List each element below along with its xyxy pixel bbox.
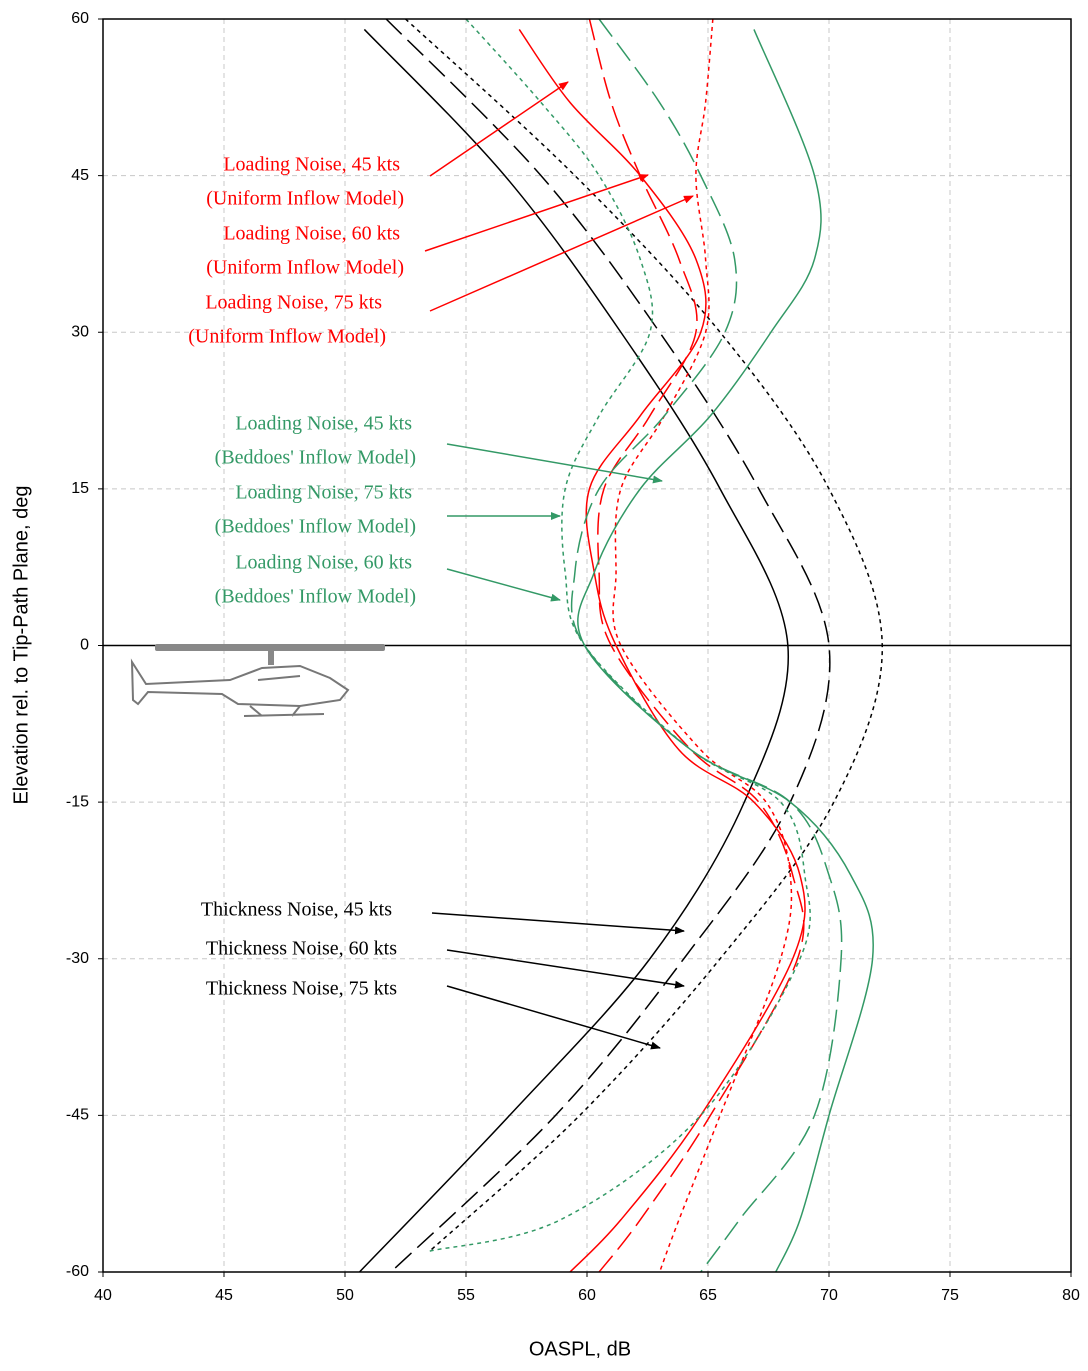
y-tick-label: 15: [71, 480, 89, 497]
y-tick-label: -45: [66, 1107, 89, 1124]
series-group: [358, 19, 883, 1272]
annotation-text: Thickness Noise, 60 kts: [206, 938, 397, 960]
series-line: [570, 19, 843, 1272]
annotation-arrow: [424, 174, 649, 252]
annotations: Thickness Noise, 45 kts Thickness Noise, …: [188, 81, 694, 1050]
series-line: [404, 19, 883, 1252]
annotation-text: Loading Noise, 45 kts: [235, 413, 412, 435]
series-line: [612, 19, 793, 1272]
helicopter-icon: [130, 644, 385, 717]
x-tick-label: 55: [457, 1287, 475, 1304]
x-tick-label: 75: [941, 1287, 959, 1304]
x-tick-label: 70: [820, 1287, 838, 1304]
annotation-text: Loading Noise, 60 kts: [235, 552, 412, 574]
series-line: [429, 19, 811, 1252]
annotation-text: Loading Noise, 60 kts: [223, 223, 400, 245]
series-line: [588, 19, 805, 1272]
x-tick-label: 60: [578, 1287, 596, 1304]
annotation-arrow: [431, 912, 685, 935]
x-tick-label: 65: [699, 1287, 717, 1304]
annotation-text: Thickness Noise, 75 kts: [206, 978, 397, 1000]
plot-border: [102, 18, 1072, 1273]
y-tick-label: -30: [66, 950, 89, 967]
y-tick-label: -60: [66, 1263, 89, 1280]
y-axis-label: Elevation rel. to Tip-Path Plane, deg: [10, 485, 32, 804]
annotation-text: Loading Noise, 45 kts: [223, 154, 400, 176]
x-tick-label: 40: [94, 1287, 112, 1304]
x-tick-label: 45: [215, 1287, 233, 1304]
annotation-text: (Uniform Inflow Model): [206, 188, 404, 210]
annotation-arrow: [429, 195, 694, 312]
x-tick-label: 50: [336, 1287, 354, 1304]
annotation-text: Loading Noise, 75 kts: [205, 292, 382, 314]
annotation-arrow: [446, 985, 661, 1050]
annotation-arrow: [446, 949, 685, 989]
y-tick-label: 45: [71, 167, 89, 184]
y-tick-label: 30: [71, 323, 89, 340]
x-axis-label: OASPL, dB: [529, 1338, 631, 1360]
annotation-arrow: [446, 443, 663, 484]
x-tick-label: 80: [1062, 1287, 1080, 1304]
y-tick-label: 0: [80, 637, 89, 654]
series-line: [358, 28, 790, 1272]
annotation-text: (Beddoes' Inflow Model): [215, 586, 416, 608]
grid: [98, 18, 1072, 1277]
annotation-text: (Uniform Inflow Model): [188, 326, 386, 348]
series-line: [385, 19, 831, 1272]
series-line: [518, 29, 806, 1272]
annotation-text: (Uniform Inflow Model): [206, 257, 404, 279]
annotation-text: (Beddoes' Inflow Model): [215, 447, 416, 469]
annotation-text: (Beddoes' Inflow Model): [215, 516, 416, 538]
annotation-arrow: [429, 81, 569, 177]
y-tick-label: 60: [71, 10, 89, 27]
annotation-arrow: [446, 568, 561, 602]
y-tick-label: -15: [66, 793, 89, 810]
annotation-text: Loading Noise, 75 kts: [235, 482, 412, 504]
annotation-text: Thickness Noise, 45 kts: [201, 899, 392, 921]
